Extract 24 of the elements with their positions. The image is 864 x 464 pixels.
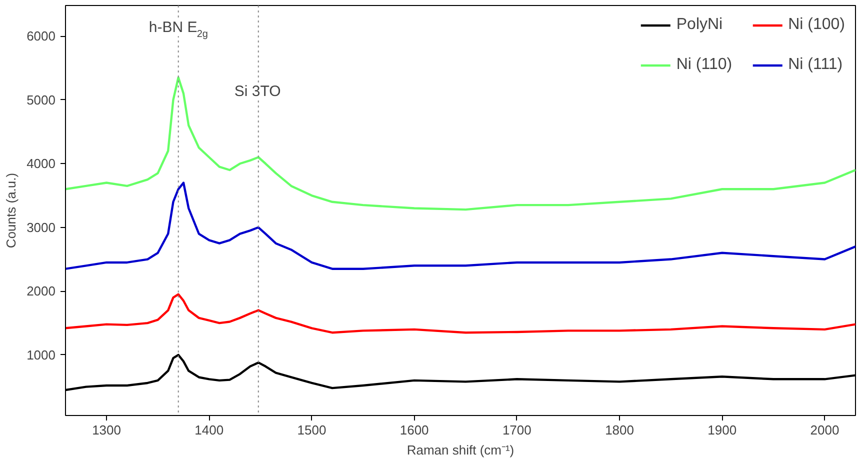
y-tick-label: 6000: [26, 28, 56, 44]
x-tick-label: 1900: [708, 422, 737, 438]
annotation: Si 3TO: [234, 82, 281, 100]
line-series: [66, 293, 856, 334]
x-tick-label: 1400: [194, 422, 224, 438]
y-axis-title: Counts (a.u.): [4, 172, 19, 248]
x-tick-label: 2000: [810, 422, 840, 438]
line-series: [66, 76, 856, 211]
y-tick-label: 3000: [26, 220, 56, 235]
x-tick-label: 1500: [297, 422, 326, 438]
x-axis-title: Raman shift (cm⁻¹): [406, 442, 514, 458]
y-tick-label: 4000: [26, 156, 56, 172]
y-tick-label: 1000: [26, 347, 56, 362]
line-series: [66, 182, 856, 270]
legend-label: Ni (110): [676, 56, 732, 74]
y-tick-label: 2000: [26, 284, 56, 299]
legend-label: PolyNi: [676, 16, 723, 34]
y-tick-label: 5000: [26, 92, 56, 108]
x-tick-label: 1300: [92, 422, 121, 438]
legend-label: Ni (111): [788, 56, 843, 74]
legend-label: Ni (100): [788, 16, 845, 34]
x-tick-label: 1700: [502, 422, 532, 438]
x-tick-label: 1800: [605, 422, 634, 438]
x-tick-label: 1600: [400, 422, 429, 438]
